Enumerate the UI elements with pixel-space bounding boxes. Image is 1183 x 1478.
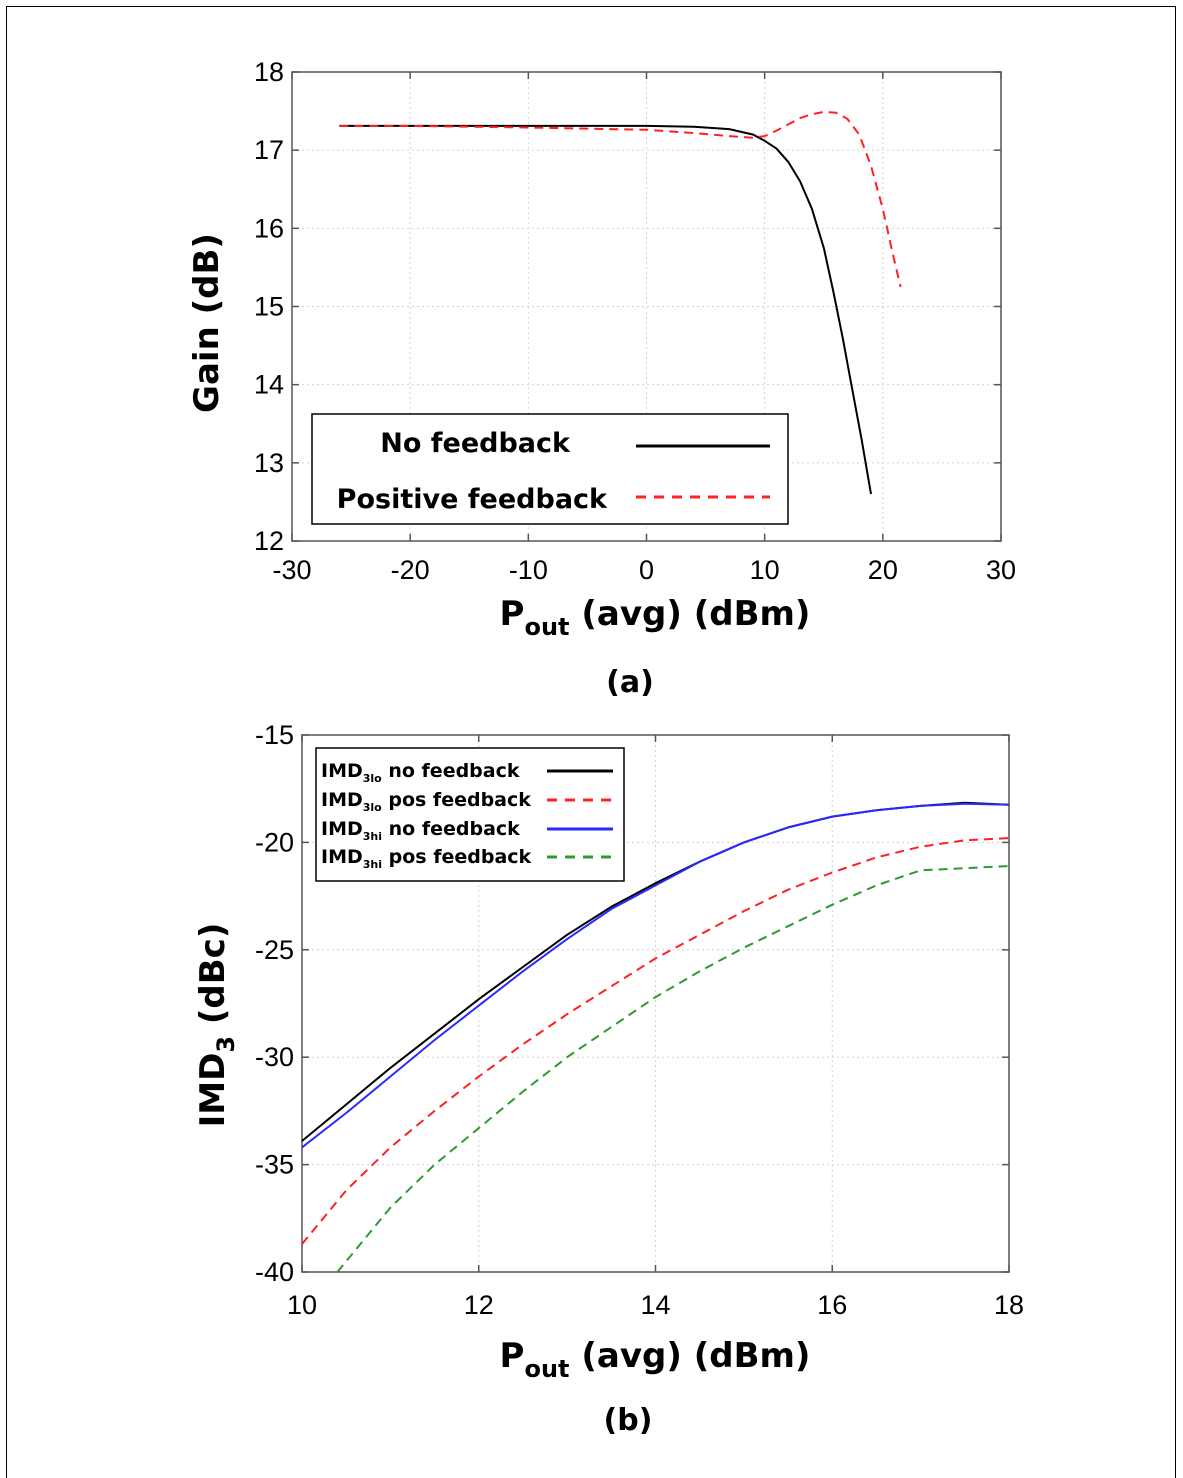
legend-label-imd3lo-pos-feedback: IMD3lo pos feedback [321, 789, 531, 814]
x-tick-label: 12 [464, 1290, 494, 1320]
x-tick-label: 10 [287, 1290, 317, 1320]
legend-entry-imd3hi-pos-feedback: IMD3hi pos feedback [321, 846, 613, 871]
x-tick-label: 18 [994, 1290, 1024, 1320]
legend-label-imd3lo-no-feedback: IMD3lo no feedback [321, 760, 520, 785]
series-line-imd3-1 [301, 837, 1010, 1245]
x-tick-label: 0 [639, 555, 654, 585]
x-tick-label: -30 [272, 555, 311, 585]
imd3-chart: 10 12 14 16 18 -40 -35 -30 -25 -20 -15 IMD3lo no f… [193, 720, 1024, 1438]
legend-label-imd3hi-no-feedback: IMD3hi no feedback [321, 818, 520, 843]
y-tick-label: 13 [254, 448, 284, 478]
series-line-imd3-3 [336, 865, 1010, 1273]
gain-chart-caption: (a) [606, 665, 654, 700]
legend-entry-imd3hi-no-feedback: IMD3hi no feedback [321, 818, 613, 843]
y-tick-label: 14 [254, 370, 284, 400]
y-tick-label: -20 [255, 827, 294, 857]
series-line-imd3-2 [301, 802, 1010, 1149]
y-tick-label: 16 [254, 213, 284, 243]
gain-chart-series [339, 110, 902, 495]
gain-chart-legend-box [311, 413, 789, 525]
imd3-chart-ticks: 10 12 14 16 18 -40 -35 -30 -25 -20 -15 [255, 720, 1024, 1320]
x-tick-label: 14 [640, 1290, 670, 1320]
x-tick-label: -10 [509, 555, 548, 585]
y-tick-label: 17 [254, 135, 284, 165]
y-tick-label: -30 [255, 1042, 294, 1072]
x-tick-label: 30 [986, 555, 1016, 585]
legend-entry-imd3lo-no-feedback: IMD3lo no feedback [321, 760, 613, 785]
gain-chart-legend: No feedback Positive feedback [311, 413, 789, 525]
x-tick-label: 16 [817, 1290, 847, 1320]
y-tick-label: 18 [254, 57, 284, 87]
figure-frame [6, 6, 1176, 1478]
series-line-gain-0 [339, 124, 872, 495]
imd3-chart-x-axis-label: Pout (avg) (dBm) [500, 1336, 811, 1383]
y-tick-label: -25 [255, 935, 294, 965]
legend-entry-imd3lo-pos-feedback: IMD3lo pos feedback [321, 789, 613, 814]
series-line-gain-1 [339, 110, 902, 288]
imd3-chart-y-axis-label: IMD3 (dBc) [193, 923, 240, 1128]
legend-label-imd3hi-pos-feedback: IMD3hi pos feedback [321, 846, 532, 871]
y-tick-label: -35 [255, 1150, 294, 1180]
gain-chart-y-axis-label: Gain (dB) [187, 233, 227, 413]
y-tick-label: 15 [254, 292, 284, 322]
y-tick-label: 12 [254, 526, 284, 556]
x-tick-label: 10 [750, 555, 780, 585]
x-tick-label: -20 [391, 555, 430, 585]
legend-label-no-feedback: No feedback [380, 428, 571, 459]
x-tick-label: 20 [868, 555, 898, 585]
y-tick-label: -40 [255, 1257, 294, 1287]
imd3-chart-caption: (b) [604, 1403, 653, 1438]
imd3-chart-series [301, 801, 1010, 1273]
imd3-chart-legend: IMD3lo no feedback IMD3lo pos feedback I… [315, 747, 625, 882]
y-tick-label: -15 [255, 720, 294, 750]
legend-label-positive-feedback: Positive feedback [337, 484, 608, 515]
gain-chart-ticks: -30 -20 -10 0 10 20 30 12 13 14 15 16 17 18 [254, 57, 1016, 585]
gain-chart-x-axis-label: Pout (avg) (dBm) [500, 594, 811, 641]
gain-chart: -30 -20 -10 0 10 20 30 12 13 14 15 16 17 18 No feedba… [187, 57, 1016, 700]
